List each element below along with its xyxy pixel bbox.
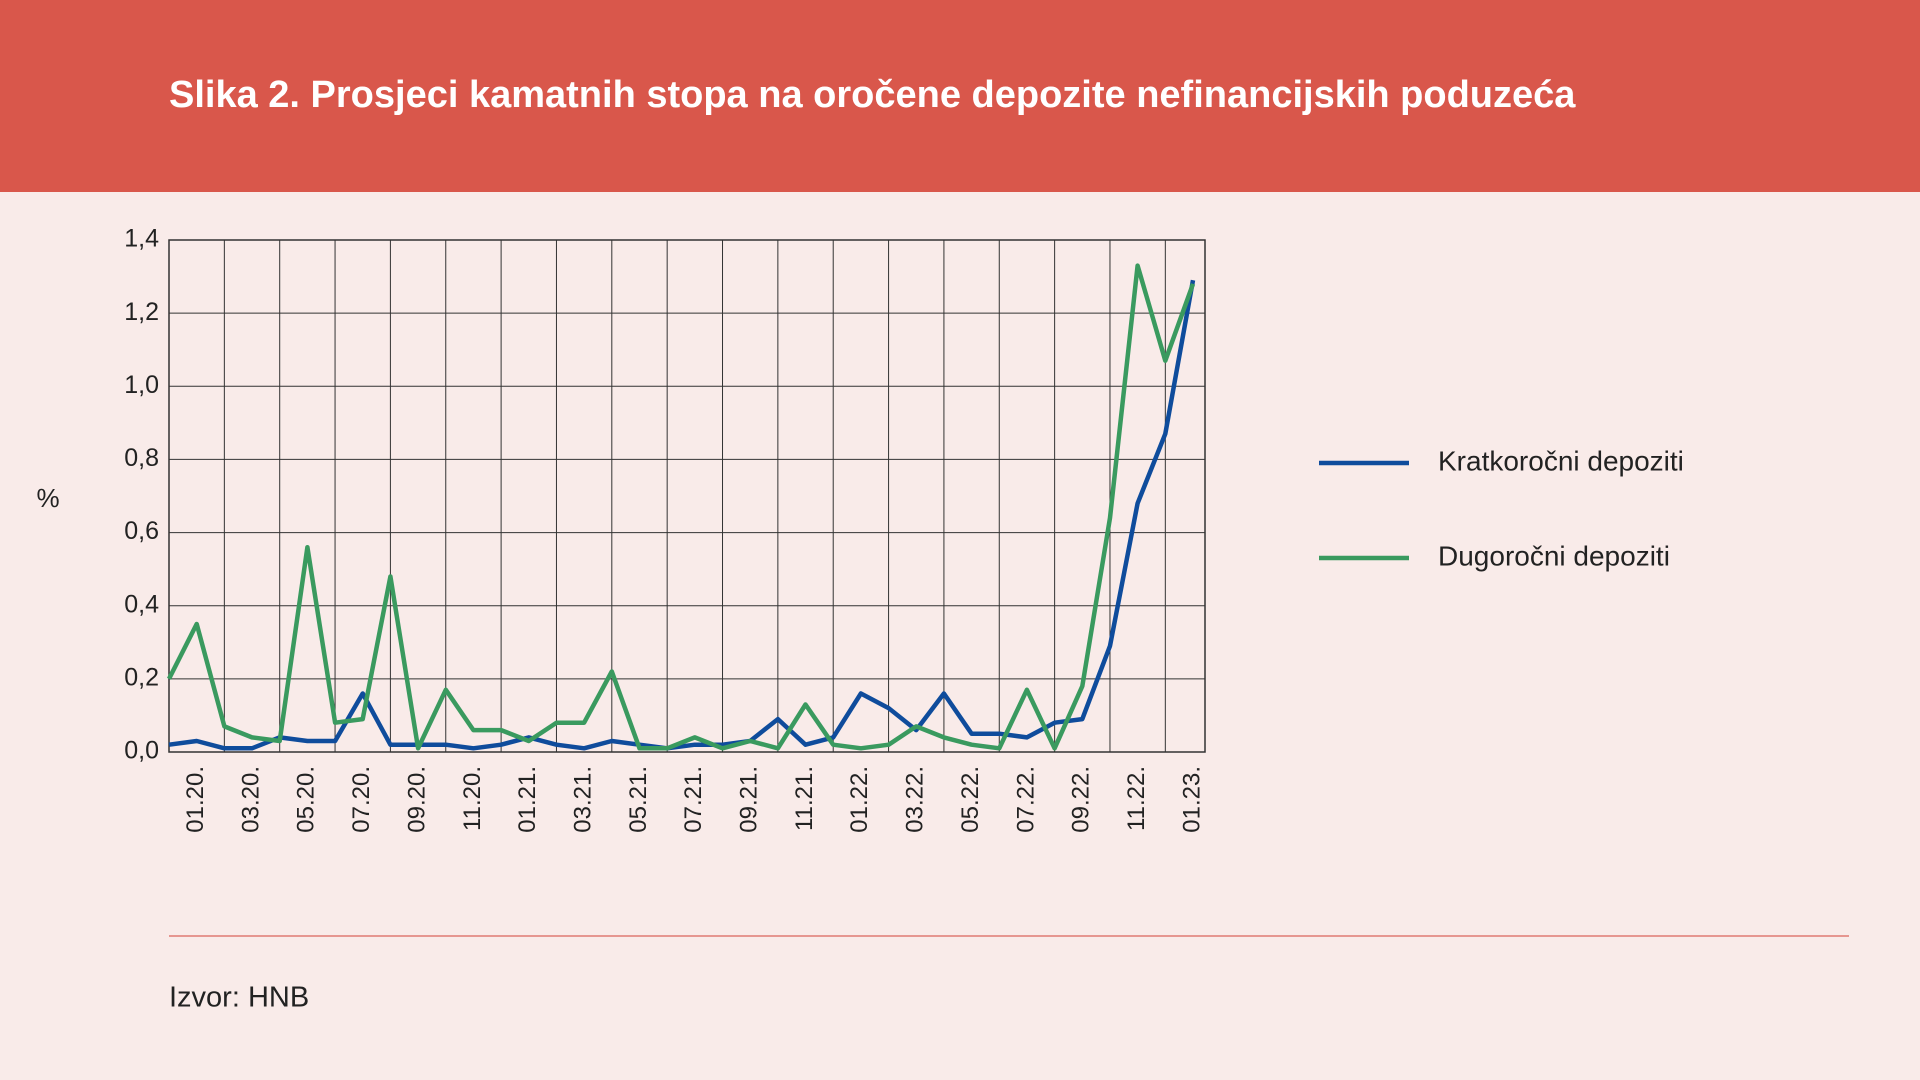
plot-frame <box>168 239 1206 753</box>
x-tick-label: 05.20. <box>293 766 320 833</box>
x-tick-label: 11.20. <box>459 766 486 831</box>
source-note: Izvor: HNB <box>169 982 309 1014</box>
x-tick-label: 01.21. <box>514 766 541 833</box>
chart-title: Slika 2. Prosjeci kamatnih stopa na oroč… <box>169 74 1576 116</box>
x-tick-label: 03.20. <box>237 766 264 833</box>
y-axis-label: % <box>36 483 59 513</box>
y-tick-label: 0,6 <box>124 517 159 545</box>
legend-label: Kratkoročni depoziti <box>1438 445 1684 476</box>
x-tick-label: 01.22. <box>846 766 873 833</box>
x-tick-label: 01.23. <box>1178 766 1205 833</box>
series-line <box>166 263 1196 751</box>
x-tick-label: 09.21. <box>736 766 763 833</box>
x-tick-label: 03.22. <box>902 766 929 833</box>
x-tick-label: 07.22. <box>1012 766 1039 833</box>
y-tick-label: 0,2 <box>124 663 159 691</box>
x-tick-label: 11.21. <box>791 766 818 831</box>
y-tick-label: 0,8 <box>124 444 159 472</box>
legend-label: Dugoročni depoziti <box>1438 540 1670 571</box>
x-tick-label: 05.22. <box>957 766 984 833</box>
x-tick-label: 11.22. <box>1123 766 1150 831</box>
series-line <box>168 279 1196 751</box>
y-tick-label: 1,4 <box>124 225 159 253</box>
x-tick-label: 09.22. <box>1068 766 1095 833</box>
x-tick-label: 07.21. <box>680 766 707 833</box>
y-tick-label: 0,4 <box>124 590 159 618</box>
x-tick-label: 05.21. <box>625 766 652 833</box>
header-band <box>0 0 1920 192</box>
x-tick-label: 03.21. <box>569 766 596 833</box>
y-tick-label: 1,0 <box>124 371 159 399</box>
y-tick-label: 1,2 <box>124 298 159 326</box>
y-tick-label: 0,0 <box>124 737 159 765</box>
x-tick-label: 07.20. <box>348 766 375 833</box>
x-tick-label: 01.20. <box>182 766 209 833</box>
x-tick-label: 09.20. <box>403 766 430 833</box>
